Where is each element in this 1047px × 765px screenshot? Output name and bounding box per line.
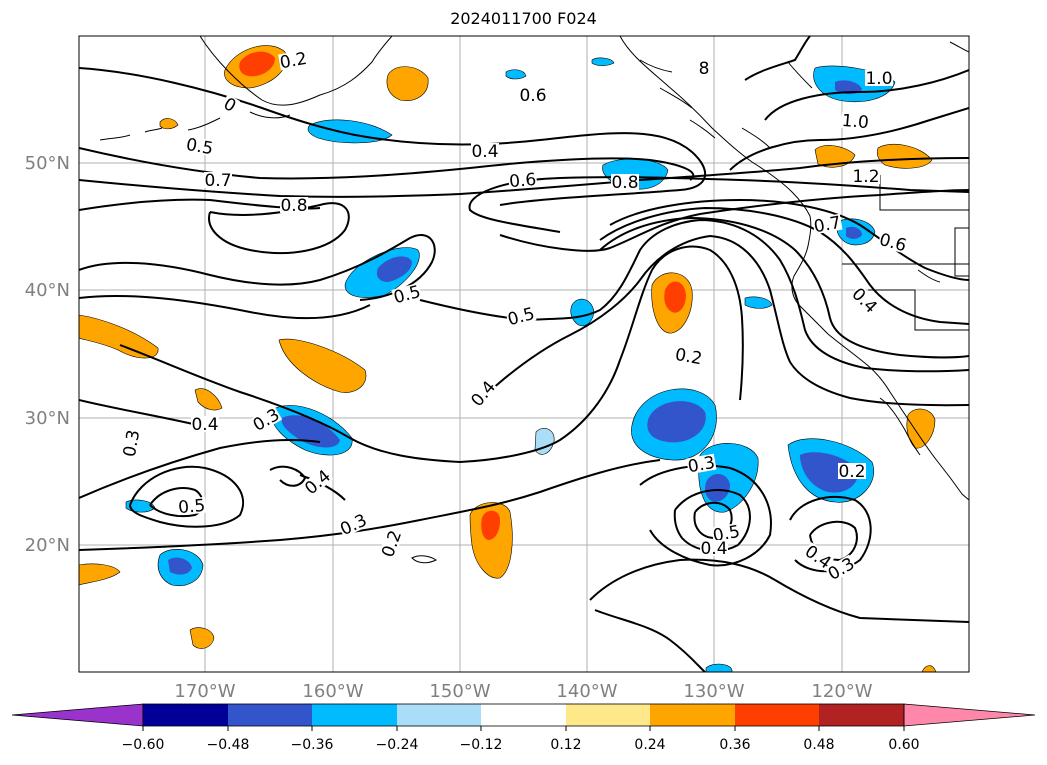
contour-label: 8 — [699, 59, 710, 79]
pos-anomaly — [79, 563, 121, 586]
neg-anomaly — [800, 452, 859, 493]
pos-anomaly — [79, 314, 159, 359]
neg-anomaly — [168, 557, 192, 575]
lat-label: 40°N — [25, 280, 70, 301]
neg-anomaly — [705, 474, 730, 502]
contour-label: 0.5 — [184, 135, 214, 159]
pos-anomaly — [278, 338, 367, 393]
contour-label: 0.4 — [700, 539, 727, 559]
contour-label: 0.8 — [611, 173, 638, 193]
neg-anomaly — [846, 226, 862, 239]
colorbar-segment — [650, 704, 735, 726]
neg-anomaly — [591, 57, 615, 66]
contour-label: 1.2 — [852, 167, 879, 187]
pos-anomaly — [386, 66, 429, 101]
colorbar-segment — [312, 704, 397, 726]
neg-anomaly — [744, 296, 773, 309]
shaded-anomalies — [79, 45, 937, 672]
colorbar-tick-label: −0.12 — [460, 737, 503, 753]
pos-anomaly — [876, 143, 933, 169]
colorbar-tick-label: 0.24 — [634, 737, 665, 753]
lon-label: 130°W — [683, 681, 744, 702]
pos-anomaly — [159, 118, 179, 130]
pos-anomaly — [664, 281, 686, 313]
pos-anomaly — [194, 388, 223, 411]
colorbar-extend-min — [11, 703, 144, 727]
pos-anomaly — [906, 408, 936, 449]
contour-label: 0.2 — [673, 345, 703, 369]
neg-anomaly — [570, 298, 595, 327]
colorbar-segment — [735, 704, 819, 726]
colorbar-tick-label: −0.60 — [122, 737, 165, 753]
neg-anomaly — [376, 256, 412, 282]
contour-label: 0.6 — [519, 86, 546, 106]
longitude-labels: 170°W 160°W 150°W 140°W 130°W 120°W — [174, 681, 872, 702]
colorbar-segment — [819, 704, 904, 726]
pos-anomaly — [239, 51, 275, 77]
map-title: 2024011700 F024 — [450, 9, 597, 28]
contour-label: 1.0 — [841, 111, 870, 133]
neg-anomaly — [705, 663, 733, 672]
colorbar-segment — [397, 704, 481, 726]
lon-label: 120°W — [811, 681, 872, 702]
contour-label: 1.0 — [865, 69, 892, 89]
colorbar-tick-label: −0.36 — [291, 737, 334, 753]
colorbar-segment — [481, 704, 566, 726]
contour-label: 0.6 — [877, 230, 908, 256]
neg-anomaly — [281, 415, 340, 448]
colorbar-segment — [143, 704, 228, 726]
contour-label: 0.2 — [838, 462, 865, 482]
pos-anomaly — [921, 665, 937, 672]
pos-anomaly — [481, 510, 500, 540]
contour-label: 0.2 — [278, 49, 308, 73]
contour-label: 0.8 — [280, 196, 307, 216]
pos-anomaly — [469, 502, 513, 579]
pos-anomaly — [814, 145, 856, 168]
neg-anomaly — [835, 80, 862, 95]
lon-label: 140°W — [556, 681, 617, 702]
contour-label: 0.6 — [508, 170, 537, 192]
colorbar: −0.60 −0.48 −0.36 −0.24 −0.12 0.12 0.24 … — [11, 703, 1036, 753]
contour-label: 0.4 — [847, 284, 880, 317]
colorbar-tick-label: −0.24 — [376, 737, 419, 753]
lat-label: 30°N — [25, 408, 70, 429]
colorbar-tick-label: 0.60 — [888, 737, 919, 753]
lat-label: 50°N — [25, 153, 70, 174]
colorbar-extend-max — [903, 703, 1036, 727]
pos-anomaly — [189, 627, 215, 649]
contour-label: 0.5 — [177, 496, 206, 518]
contour-label: 0.7 — [812, 213, 842, 237]
contour-label: 0.7 — [204, 171, 231, 191]
lat-label: 20°N — [25, 535, 70, 556]
colorbar-frame — [142, 703, 905, 727]
contour-label: 0.4 — [301, 466, 335, 499]
contour-label: 0.5 — [506, 304, 537, 330]
latitude-labels: 50°N 40°N 30°N 20°N — [25, 153, 70, 556]
contours — [79, 36, 969, 672]
lon-label: 170°W — [174, 681, 235, 702]
contour-label: 0.4 — [467, 377, 500, 411]
colorbar-segment — [566, 704, 650, 726]
contour-label: 0.4 — [471, 142, 498, 162]
colorbar-tick-label: 0.48 — [803, 737, 834, 753]
colorbar-tick-label: 0.36 — [719, 737, 750, 753]
neg-anomaly — [647, 401, 706, 443]
lon-label: 150°W — [429, 681, 490, 702]
contour-label: 0.3 — [337, 511, 370, 541]
contour-labels: 0.2 0.6 8 1.0 1.0 0.5 0.4 0.6 0.8 1.2 0.… — [120, 49, 909, 585]
colorbar-tick-label: −0.48 — [207, 737, 250, 753]
lon-label: 160°W — [302, 681, 363, 702]
contour-label: 0.3 — [686, 453, 716, 477]
map-field — [79, 36, 969, 672]
colorbar-tick-label: 0.12 — [550, 737, 581, 753]
neg-anomaly — [505, 69, 527, 80]
coastlines — [99, 36, 969, 564]
colorbar-segment — [228, 704, 312, 726]
plot-frame — [78, 35, 970, 673]
contour-label: 0.4 — [191, 415, 218, 435]
contour-label: 0.3 — [120, 428, 144, 458]
